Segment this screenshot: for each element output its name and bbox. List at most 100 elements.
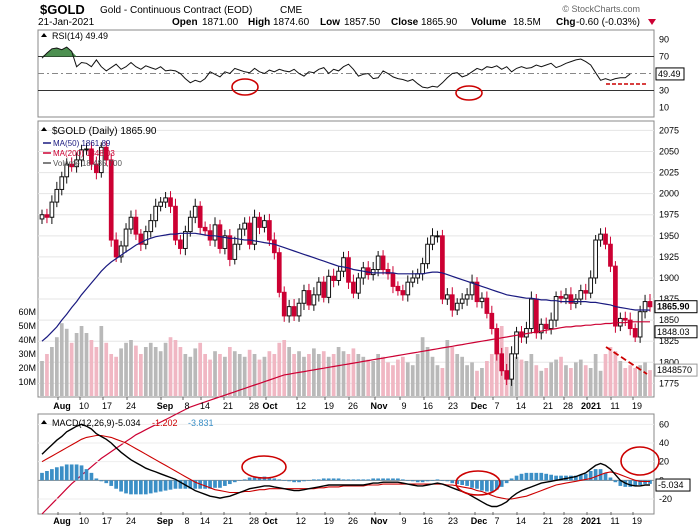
- macd-hist-bar: [405, 480, 410, 481]
- candle-body: [296, 302, 302, 317]
- volume-bar: [554, 359, 558, 396]
- volume-bar: [346, 354, 351, 396]
- candle-body: [365, 267, 371, 276]
- candle-body: [420, 263, 425, 275]
- open-value: 1871.00: [202, 17, 239, 28]
- macd-hist-bar: [282, 480, 287, 481]
- ma200-line: [41, 321, 650, 515]
- candle-body: [533, 298, 539, 334]
- macd-hist-bar: [114, 480, 118, 489]
- volume-bar: [578, 359, 583, 396]
- x-axis-top-label: 9: [401, 401, 406, 411]
- volume-bar: [341, 351, 346, 396]
- close-value: 1865.90: [421, 17, 458, 28]
- volume-bar: [549, 362, 553, 396]
- macd-hist-bar: [153, 480, 158, 493]
- candle-body: [39, 214, 45, 220]
- macd-hist-bar: [371, 478, 376, 481]
- x-axis-top-label: 12: [296, 401, 306, 411]
- macd-hist-bar: [50, 469, 54, 481]
- macd-hist-bar: [509, 478, 514, 481]
- candle-body: [316, 281, 322, 296]
- contract-name: Gold - Continuous Contract (EOD): [100, 5, 252, 16]
- macd-line: [41, 423, 650, 508]
- macd-hist-value: -3.831: [188, 418, 214, 428]
- candle-body: [583, 290, 589, 294]
- volume-bar: [277, 342, 282, 396]
- x-axis-bottom-label: 28: [563, 516, 573, 526]
- volume-bar: [435, 365, 440, 396]
- volume-bar: [188, 356, 193, 396]
- volume-bar: [564, 365, 568, 396]
- candle-body: [49, 201, 55, 218]
- macd-hist-bar: [316, 479, 321, 481]
- volume-bar: [312, 348, 316, 396]
- macd-hist-bar: [208, 480, 212, 489]
- volume-bar: [494, 340, 499, 396]
- volume-bar: [425, 347, 430, 396]
- x-axis-top-label: 19: [324, 401, 334, 411]
- macd-hist-bar: [203, 480, 207, 489]
- volume-bar: [514, 356, 519, 396]
- candle-body: [484, 297, 490, 314]
- candle-body: [143, 231, 149, 245]
- macd-hist-bar: [638, 480, 642, 485]
- volume-bar: [326, 356, 331, 396]
- macd-hist-bar: [519, 473, 524, 481]
- macd-hist-bar: [321, 478, 326, 481]
- x-axis-bottom-label: 21: [543, 516, 553, 526]
- volume-bar: [74, 333, 79, 396]
- macd-hist-bar: [292, 480, 296, 483]
- volume-bar: [455, 354, 460, 396]
- candle-body: [178, 239, 183, 249]
- macd-hist-bar: [69, 464, 74, 481]
- macd-hist-bar: [356, 479, 361, 481]
- rsi-tick-label: 90: [659, 35, 669, 45]
- candle-body: [469, 281, 475, 296]
- price-tick-label: 1975: [659, 210, 679, 220]
- volume-bar: [287, 347, 292, 396]
- volume-bar: [282, 340, 287, 396]
- volume-bar: [400, 356, 405, 396]
- macd-hist-bar: [415, 480, 420, 483]
- candle-body: [98, 146, 104, 174]
- macd-hist-bar: [45, 471, 49, 481]
- macd-current-value: -5.034: [658, 480, 684, 490]
- candle-body: [252, 216, 257, 245]
- x-axis-bottom-label: Dec: [471, 516, 488, 526]
- volume-bar: [519, 359, 524, 396]
- volume-tick-label: 30M: [18, 349, 36, 359]
- legend-entry: Volume 18,485,700: [53, 159, 122, 168]
- volume-bar: [316, 354, 321, 396]
- candle-body: [108, 159, 114, 241]
- macd-hist-bar: [410, 480, 415, 482]
- volume-bar: [223, 356, 227, 396]
- volume-bar: [69, 342, 74, 396]
- macd-hist-bar: [603, 472, 608, 481]
- x-axis-bottom-label: 14: [200, 516, 210, 526]
- macd-hist-bar: [64, 464, 69, 481]
- volume-bar: [460, 356, 465, 396]
- volume-bar: [391, 365, 395, 396]
- macd-signal-line: [41, 434, 650, 500]
- macd-tick-label: 40: [659, 438, 669, 448]
- macd-hist-bar: [351, 479, 356, 481]
- price-tag: [654, 325, 698, 339]
- x-axis-bottom-label: 11: [610, 516, 619, 526]
- macd-hist-bar: [420, 480, 425, 483]
- candle-body: [435, 235, 440, 238]
- volume-bar: [381, 356, 385, 396]
- candle-body: [598, 233, 603, 241]
- macd-hist-bar: [257, 477, 262, 481]
- volume-bar: [242, 356, 247, 396]
- macd-hist-bar: [213, 480, 217, 488]
- volume-bar: [485, 361, 489, 396]
- x-axis-top-label: Dec: [471, 401, 488, 411]
- macd-hist-bar: [119, 480, 123, 492]
- volume-bar: [272, 354, 277, 396]
- volume-bar: [114, 356, 118, 396]
- price-tick-label: 1825: [659, 336, 679, 346]
- candle-body: [291, 306, 297, 317]
- volume-bar: [489, 354, 494, 396]
- high-value: 1874.60: [273, 17, 310, 28]
